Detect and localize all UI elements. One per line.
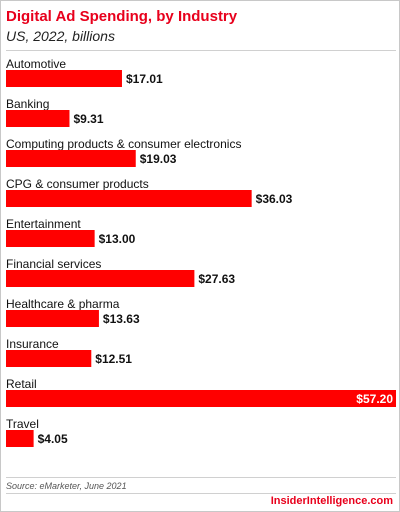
bar: [6, 110, 70, 127]
category-label: Healthcare & pharma: [6, 297, 120, 311]
bar: [6, 390, 396, 407]
chart-subtitle: US, 2022, billions: [6, 28, 115, 44]
source-note: Source: eMarketer, June 2021: [6, 481, 127, 491]
value-label: $4.05: [38, 432, 68, 446]
divider-bottom: [6, 477, 396, 478]
value-label: $12.51: [95, 352, 132, 366]
value-label: $57.20: [356, 392, 393, 406]
bar-chart: Automotive $17.01 Banking $9.31 Computing pr…: [6, 57, 396, 447]
value-label: $36.03: [256, 192, 293, 206]
value-label: $13.00: [99, 232, 136, 246]
category-label: Automotive: [6, 57, 66, 71]
bar: [6, 70, 122, 87]
brand-link[interactable]: InsiderIntelligence.com: [270, 495, 393, 507]
value-label: $17.01: [126, 72, 163, 86]
category-label: Insurance: [6, 337, 59, 351]
category-label: Retail: [6, 377, 37, 391]
bar: [6, 230, 95, 247]
value-label: $13.63: [103, 312, 140, 326]
bar: [6, 430, 34, 447]
bar: [6, 150, 136, 167]
category-label: Financial services: [6, 257, 101, 271]
bar: [6, 350, 92, 367]
divider-footer: [6, 493, 396, 494]
category-label: Travel: [6, 417, 39, 431]
bar: [6, 310, 99, 327]
category-label: Computing products & consumer electronic…: [6, 137, 241, 151]
divider-top: [6, 50, 396, 51]
category-label: Entertainment: [6, 217, 81, 231]
chart-title: Digital Ad Spending, by Industry: [6, 8, 238, 25]
value-label: $9.31: [73, 112, 103, 126]
bar: [6, 190, 252, 207]
bar: [6, 270, 195, 287]
category-label: CPG & consumer products: [6, 177, 149, 191]
category-label: Banking: [6, 97, 49, 111]
value-label: $19.03: [140, 152, 177, 166]
value-label: $27.63: [198, 272, 235, 286]
